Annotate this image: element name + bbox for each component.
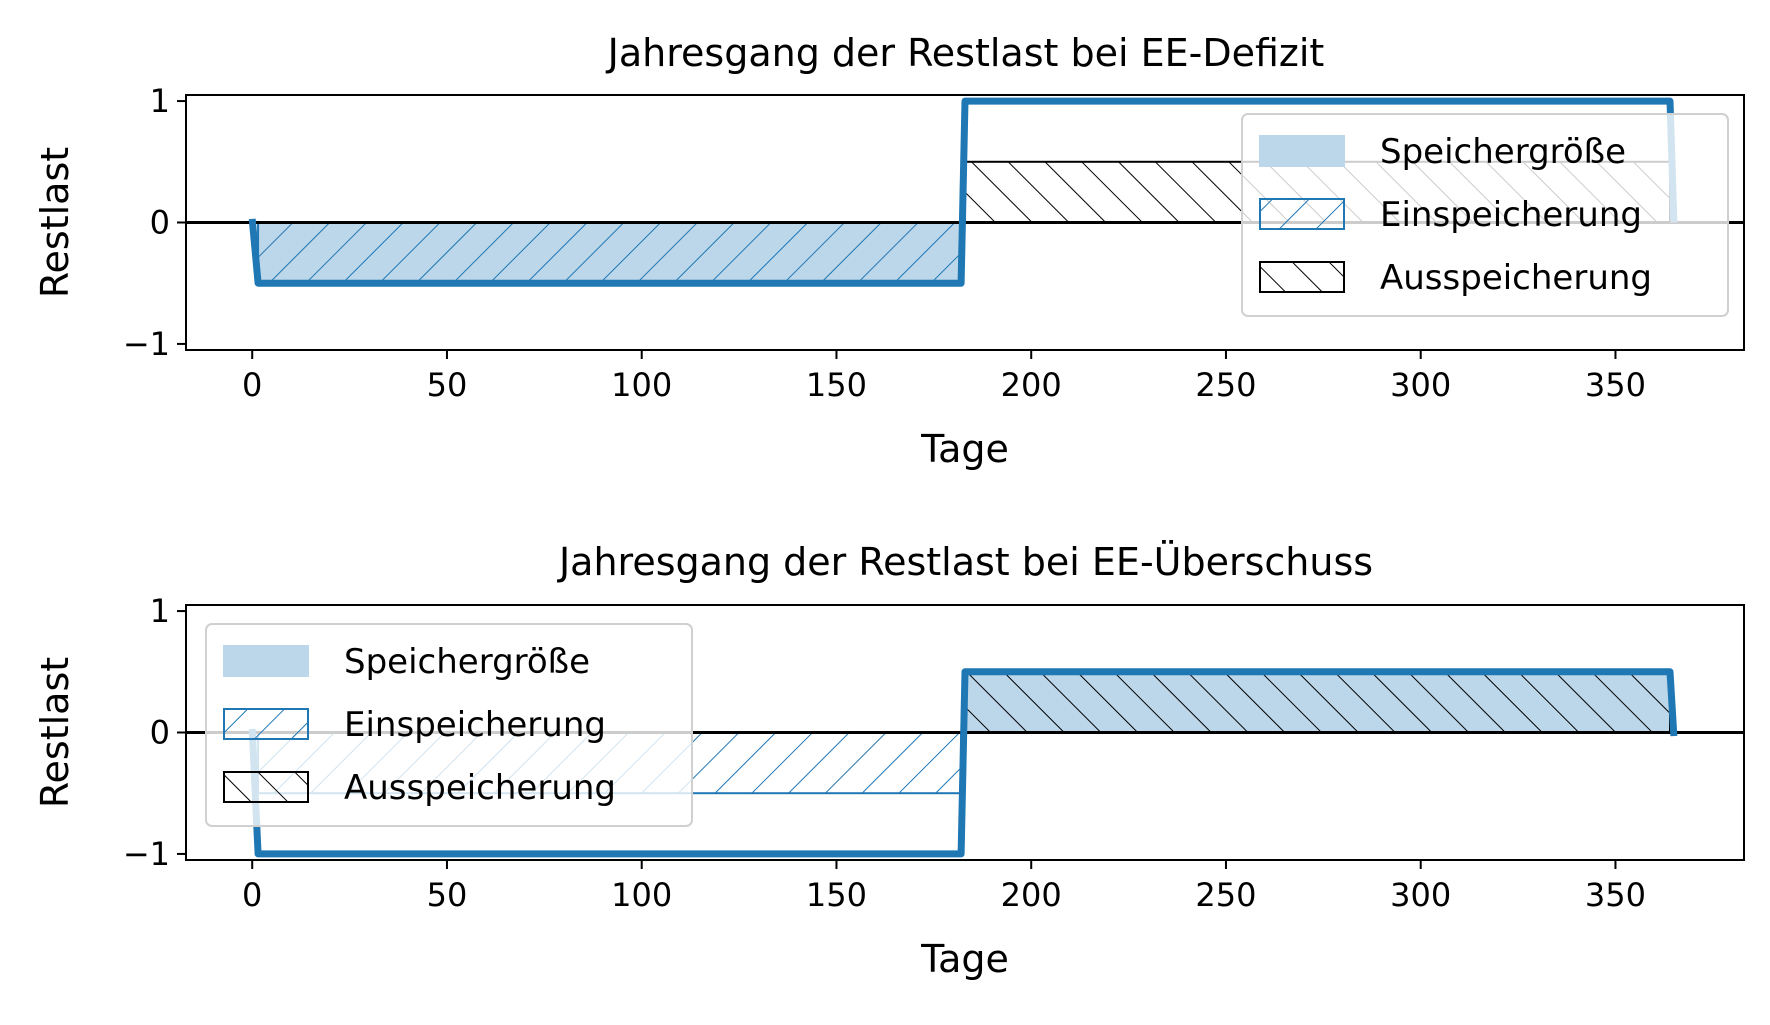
chart-title: Jahresgang der Restlast bei EE-Überschus… [557, 540, 1373, 584]
x-axis-ticks: 0 50 100 150 200 250 300 350 [242, 860, 1646, 914]
y-tick-label: −1 [123, 835, 170, 873]
x-axis-label: Tage [920, 937, 1009, 981]
chart-panel-surplus: Jahresgang der Restlast bei EE-Überschus… [33, 540, 1745, 981]
legend: Speichergröße Einspeicherung Ausspeicher… [205, 623, 693, 827]
x-tick-label: 50 [427, 366, 468, 404]
legend-entry-discharge: Ausspeicherung [223, 768, 616, 808]
legend-swatch-discharge [1259, 261, 1345, 293]
x-tick-label: 100 [611, 876, 672, 914]
x-tick-label: 200 [1001, 876, 1062, 914]
x-tick-label: 100 [611, 366, 672, 404]
legend-swatch-discharge [223, 771, 309, 803]
x-tick-label: 250 [1195, 876, 1256, 914]
x-tick-label: 350 [1585, 366, 1646, 404]
legend-label-discharge: Ausspeicherung [1380, 258, 1652, 298]
x-tick-label: 150 [806, 366, 867, 404]
legend-entry-charge: Einspeicherung [223, 705, 606, 745]
legend-label-storage: Speichergröße [1380, 132, 1626, 172]
y-axis-label: Restlast [33, 147, 77, 298]
y-tick-label: 0 [150, 204, 170, 242]
x-tick-label: 250 [1195, 366, 1256, 404]
restlast-line [248, 668, 1678, 858]
x-tick-label: 150 [806, 876, 867, 914]
y-axis-ticks: −1 0 1 [123, 592, 186, 873]
legend-entry-storage: Speichergröße [223, 642, 590, 682]
legend-label-charge: Einspeicherung [1380, 195, 1642, 235]
legend-box [1241, 113, 1729, 317]
legend-swatch-storage [1259, 135, 1345, 167]
legend-entry-discharge: Ausspeicherung [1259, 258, 1652, 298]
legend-swatch-charge [223, 708, 309, 740]
y-tick-label: −1 [123, 325, 170, 363]
y-axis-label: Restlast [33, 657, 77, 808]
y-tick-label: 1 [150, 592, 170, 630]
legend-label-discharge: Ausspeicherung [344, 768, 616, 808]
discharge-area [964, 670, 1671, 734]
x-tick-label: 50 [427, 876, 468, 914]
legend-swatch-storage [223, 645, 309, 677]
x-tick-label: 200 [1001, 366, 1062, 404]
legend-label-charge: Einspeicherung [344, 705, 606, 745]
legend-box [205, 623, 693, 827]
legend-entry-storage: Speichergröße [1259, 132, 1626, 172]
legend-label-storage: Speichergröße [344, 642, 590, 682]
x-tick-label: 0 [242, 366, 262, 404]
chart-title: Jahresgang der Restlast bei EE-Defizit [606, 31, 1325, 75]
x-axis-label: Tage [920, 427, 1009, 471]
y-tick-label: 1 [150, 82, 170, 120]
x-tick-label: 300 [1390, 366, 1451, 404]
legend-entry-charge: Einspeicherung [1259, 195, 1642, 235]
y-axis-ticks: −1 0 1 [123, 82, 186, 363]
x-tick-label: 350 [1585, 876, 1646, 914]
chart-panel-deficit: Jahresgang der Restlast bei EE-Defizit −… [33, 31, 1745, 471]
x-tick-label: 0 [242, 876, 262, 914]
y-tick-label: 0 [150, 714, 170, 752]
legend: Speichergröße Einspeicherung Ausspeicher… [1241, 113, 1729, 317]
charge-area [257, 221, 963, 285]
x-tick-label: 300 [1390, 876, 1451, 914]
x-axis-ticks: 0 50 100 150 200 250 300 350 [242, 350, 1646, 404]
legend-swatch-charge [1259, 198, 1345, 230]
